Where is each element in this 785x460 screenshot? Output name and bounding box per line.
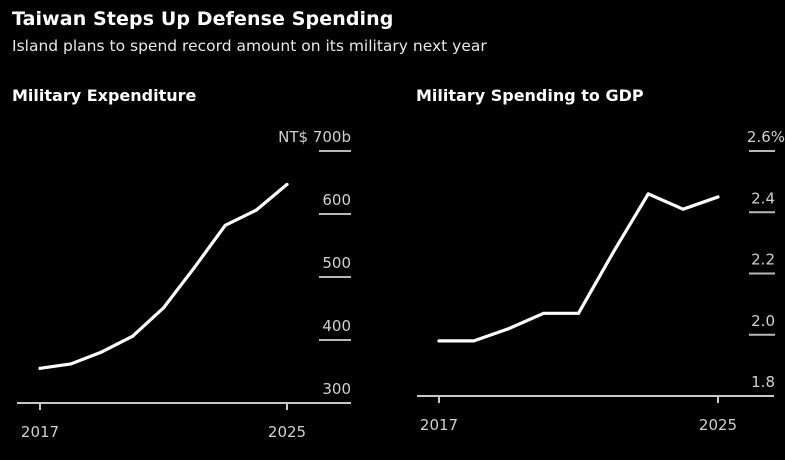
expenditure-point-2025	[285, 182, 289, 186]
military-expenditure-chart: 300 400 500 600 NT$ 700b 2017 2025	[17, 128, 351, 441]
expenditure-point-2019	[100, 350, 104, 354]
y-tick-label: 1.8	[751, 373, 775, 391]
expenditure-point-2024	[254, 208, 258, 212]
gdp-share-point-2022	[611, 250, 615, 254]
gdp-share-series-line	[437, 192, 720, 343]
expenditure-point-2022	[192, 266, 196, 270]
expenditure-point-2020	[131, 334, 135, 338]
chart-subtitle: Island plans to spend record amount on i…	[12, 37, 487, 55]
gdp-share-point-2020	[542, 311, 546, 315]
y-tick-label: NT$ 700b	[278, 128, 351, 146]
y-tick-label: 600	[322, 191, 351, 209]
expenditure-point-2017	[38, 366, 42, 370]
gdp-share-point-2019	[507, 327, 511, 331]
expenditure-point-2018	[69, 362, 73, 366]
x-tick-label: 2025	[699, 416, 737, 434]
spending-to-gdp-chart: 1.8 2.0 2.2 2.4 2.6% 2017 2025	[417, 128, 785, 434]
gdp-share-point-2025	[716, 195, 720, 199]
gdp-share-point-2023	[646, 192, 650, 196]
y-tick-label: 500	[322, 254, 351, 272]
chart-title: Taiwan Steps Up Defense Spending	[12, 8, 394, 30]
expenditure-point-2023	[223, 223, 227, 227]
expenditure-point-2021	[162, 306, 165, 310]
gdp-share-point-2017	[437, 339, 441, 343]
y-tick-label: 2.6%	[747, 128, 785, 146]
gdp-share-point-2021	[577, 311, 580, 315]
y-tick-label: 400	[322, 317, 351, 335]
y-tick-label: 2.4	[751, 189, 775, 207]
y-tick-label: 2.0	[751, 312, 775, 330]
x-tick-label: 2025	[268, 423, 306, 441]
right-panel-title: Military Spending to GDP	[416, 86, 644, 105]
gdp-share-point-2018	[472, 339, 476, 343]
x-tick-label: 2017	[21, 423, 59, 441]
left-panel-title: Military Expenditure	[12, 86, 197, 105]
x-tick-label: 2017	[420, 416, 458, 434]
gdp-share-point-2024	[681, 207, 685, 211]
expenditure-series-line	[38, 182, 289, 370]
y-tick-label: 2.2	[751, 251, 775, 269]
y-tick-label: 300	[322, 380, 351, 398]
